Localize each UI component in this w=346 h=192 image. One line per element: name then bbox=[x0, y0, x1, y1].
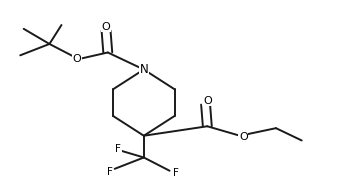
Text: F: F bbox=[173, 168, 179, 178]
Text: F: F bbox=[107, 167, 112, 177]
Text: O: O bbox=[203, 96, 212, 106]
Text: O: O bbox=[73, 54, 81, 64]
Text: N: N bbox=[139, 63, 148, 76]
Text: F: F bbox=[115, 144, 121, 154]
Text: O: O bbox=[239, 132, 248, 142]
Text: O: O bbox=[102, 22, 110, 32]
